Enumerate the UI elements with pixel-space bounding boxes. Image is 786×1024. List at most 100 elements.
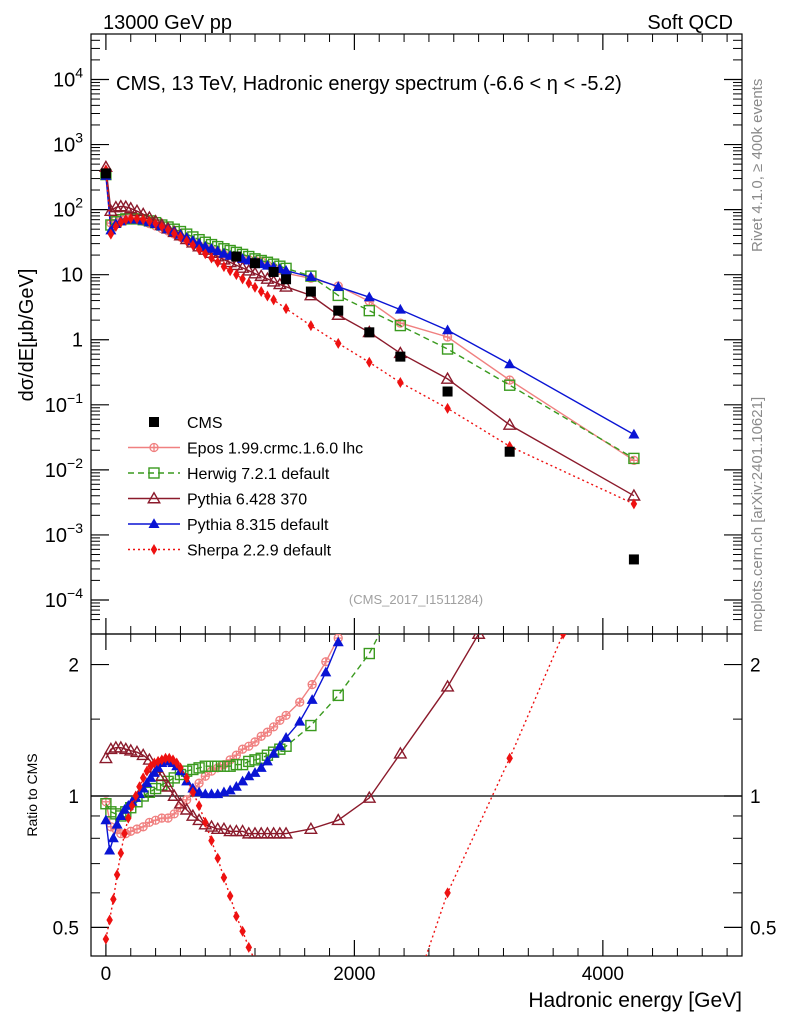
ratio-series-group (98, 634, 567, 1024)
herwig-1-ratio-point (236, 758, 249, 771)
herwig-1-ratio-point (243, 755, 255, 768)
pythia-3-ratio-point (274, 740, 286, 751)
sherpa-4-ratio-point (195, 800, 203, 812)
herwig-1-ratio-point (332, 689, 344, 702)
legend-marker (149, 417, 159, 427)
pythia-2-ratio-point (130, 745, 144, 758)
ratio-tick-label-right: 1 (750, 787, 761, 808)
pythia-3-point (305, 271, 317, 282)
sherpa-4-ratio-point (239, 925, 246, 937)
pythia-3-point (212, 245, 224, 256)
pythia-3-ratio-point (100, 814, 112, 825)
sherpa-4-point (112, 220, 120, 232)
pythia-2-ratio-point (198, 817, 213, 830)
sherpa-4-point (245, 277, 253, 289)
sherpa-4-point (214, 256, 221, 268)
y-tick-label: 10−4 (45, 585, 83, 612)
pythia-3-ratio-point (107, 832, 119, 843)
pythia-2-point (241, 263, 256, 276)
sherpa-4-point (444, 402, 451, 414)
sherpa-4-ratio-point (117, 847, 125, 859)
sherpa-4-point (107, 228, 115, 240)
legend-marker (149, 442, 159, 453)
sherpa-4-point (177, 231, 184, 243)
cms-data-point (504, 446, 515, 457)
pythia-2-ratio-point (136, 748, 151, 761)
sherpa-4-ratio-point (102, 933, 110, 945)
pythia-2-point (266, 274, 281, 287)
pythia-2-point (279, 279, 294, 292)
epos-0-ratio-point (138, 822, 148, 832)
pythia-2-ratio-point (103, 742, 118, 755)
sherpa-4-point (307, 320, 315, 332)
pythia-3-ratio-point (111, 818, 123, 829)
x-tick-label: 2000 (333, 964, 375, 985)
pythia-3-ratio-point (141, 777, 153, 788)
sherpa-4-ratio-point (400, 1019, 407, 1024)
pythia-2-ratio-line (105, 634, 480, 835)
cms-data-point (442, 386, 453, 397)
cms-data-point (395, 351, 406, 362)
herwig-1-point (628, 452, 640, 465)
sherpa-4-ratio-point (270, 995, 277, 1006)
epos-0-ratio-point (194, 778, 204, 788)
pythia-3-point (442, 324, 454, 335)
pythia-3-ratio-point (230, 780, 242, 791)
sherpa-4-point (152, 218, 159, 230)
y-tick-label: 102 (53, 195, 83, 222)
pythia-2-ratio-point (161, 779, 175, 792)
sherpa-4-point (257, 286, 265, 298)
sherpa-4-ratio-point (233, 910, 240, 922)
y-tick-label: 10−3 (45, 520, 83, 547)
pythia-2-ratio-point (393, 746, 408, 759)
epos-0-ratio-point (307, 679, 317, 690)
sherpa-4-ratio-point (113, 869, 121, 881)
legend: CMS Epos 1.99.crmc.1.6.0 lhc Herwig 7.2.1 … (128, 415, 363, 560)
sherpa-4-ratio-point (189, 786, 197, 798)
cms-data-point (249, 258, 260, 269)
cms-data-point (364, 327, 375, 338)
pythia-3-ratio-point (224, 784, 236, 795)
pythia-3-ratio-point (320, 666, 332, 677)
pythia-3-ratio-point (193, 786, 205, 797)
pythia-3-ratio-point (243, 770, 255, 781)
sherpa-4-ratio-point (245, 941, 253, 953)
herwig-1-ratio-point (305, 719, 317, 732)
pythia-2-ratio-point (185, 808, 200, 821)
sherpa-4-point (189, 239, 197, 251)
herwig-1-ratio-point (249, 754, 261, 766)
ratio-tick-label: 2 (68, 656, 79, 677)
pythia-2-ratio-point (331, 813, 346, 826)
x-tick-label: 0 (101, 964, 112, 985)
pythia-3-point (280, 264, 292, 275)
legend-marker (148, 467, 160, 479)
herwig-1-point (441, 343, 454, 355)
ratio-tick-label: 1 (68, 787, 79, 808)
ratio-tick-label-right: 2 (750, 656, 761, 677)
ratio-panel-frame (90, 633, 743, 957)
x-axis: 0 2000 4000 (101, 34, 728, 985)
pythia-2-ratio-point (216, 821, 231, 834)
y-tick-label: 104 (53, 64, 83, 91)
chart-title: CMS, 13 TeV, Hadronic energy spectrum (-… (116, 73, 622, 95)
sherpa-4-ratio-point (139, 772, 147, 784)
sherpa-4-point (164, 224, 172, 236)
epos-0-ratio-point (200, 771, 210, 781)
herwig-1-ratio-point (205, 760, 218, 772)
sherpa-4-point (208, 252, 215, 264)
sherpa-4-ratio-point (106, 914, 113, 926)
sherpa-4-point (334, 337, 342, 349)
sherpa-4-ratio-point (559, 634, 567, 640)
cms-data-point (100, 168, 111, 179)
x-tick-label: 4000 (582, 964, 624, 985)
pythia-3-ratio-point (249, 767, 261, 777)
pythia-3-ratio-point (237, 775, 249, 786)
sherpa-4-ratio-point (136, 781, 143, 793)
pythia-3-ratio-point (145, 772, 157, 782)
sherpa-4-ratio-point (506, 752, 513, 764)
herwig-1-ratio-point (363, 647, 375, 660)
epos-0-ratio-point (163, 813, 173, 823)
sherpa-4-point (251, 281, 259, 293)
legend-label: Herwig 7.2.1 default (187, 466, 330, 483)
pythia-3-point (193, 237, 205, 248)
